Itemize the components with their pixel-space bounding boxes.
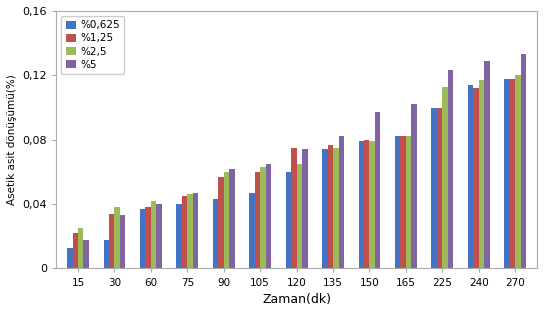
Bar xyxy=(375,112,380,269)
Bar xyxy=(260,167,265,269)
Bar xyxy=(83,239,89,269)
Bar xyxy=(72,233,78,269)
Bar xyxy=(442,87,448,269)
Bar xyxy=(103,239,109,269)
Bar xyxy=(182,196,187,269)
Bar xyxy=(229,169,234,269)
Bar xyxy=(479,80,484,269)
Bar xyxy=(296,164,302,269)
Bar xyxy=(114,207,120,269)
Bar xyxy=(437,108,442,269)
Bar xyxy=(484,61,490,269)
Bar xyxy=(224,172,229,269)
Bar xyxy=(286,172,291,269)
Bar xyxy=(510,79,515,269)
Bar xyxy=(521,54,526,269)
Bar xyxy=(448,70,453,269)
Bar xyxy=(140,209,145,269)
Bar xyxy=(369,141,375,269)
Bar xyxy=(67,248,72,269)
Bar xyxy=(338,136,344,269)
Bar xyxy=(333,148,338,269)
Bar xyxy=(218,177,224,269)
Bar xyxy=(255,172,260,269)
Bar xyxy=(156,204,162,269)
Bar xyxy=(431,108,437,269)
Bar xyxy=(322,149,327,269)
Bar xyxy=(358,141,364,269)
Bar xyxy=(187,194,193,269)
Legend: %0,625, %1,25, %2,5, %5: %0,625, %1,25, %2,5, %5 xyxy=(61,16,124,74)
Bar xyxy=(151,201,156,269)
Bar xyxy=(400,136,406,269)
Bar xyxy=(473,88,479,269)
Bar xyxy=(302,149,307,269)
Bar xyxy=(515,75,521,269)
Bar xyxy=(120,215,125,269)
Bar xyxy=(145,207,151,269)
Bar xyxy=(411,104,417,269)
Bar xyxy=(249,193,255,269)
Y-axis label: Asetik asit dönüşümü(%): Asetik asit dönüşümü(%) xyxy=(7,74,17,205)
Bar xyxy=(327,145,333,269)
Bar xyxy=(193,193,198,269)
Bar xyxy=(213,199,218,269)
Bar xyxy=(395,136,400,269)
Bar xyxy=(265,164,271,269)
Bar xyxy=(468,85,473,269)
Bar xyxy=(504,79,510,269)
X-axis label: Zaman(dk): Zaman(dk) xyxy=(262,293,331,306)
Bar xyxy=(176,204,182,269)
Bar xyxy=(406,136,411,269)
Bar xyxy=(78,228,83,269)
Bar xyxy=(291,148,296,269)
Bar xyxy=(109,214,114,269)
Bar xyxy=(364,140,369,269)
